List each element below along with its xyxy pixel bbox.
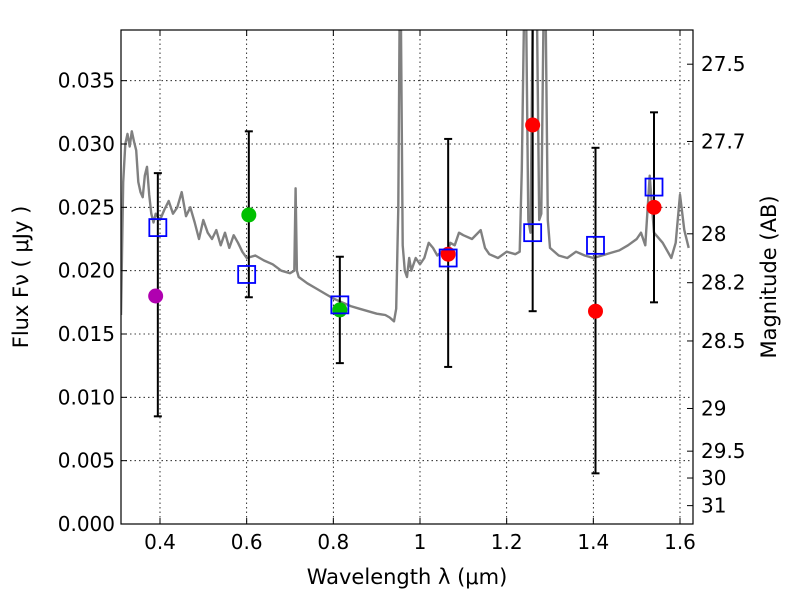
y-tick-label: 0.020 xyxy=(58,259,115,283)
y-right-tick-label: 29 xyxy=(701,396,726,420)
model-photometry-square xyxy=(586,235,605,255)
observed-point xyxy=(332,302,348,318)
y-tick-label: 0.035 xyxy=(58,69,115,93)
y-right-tick-label: 30 xyxy=(701,466,726,490)
model-photometry-square xyxy=(523,223,543,243)
y-tick-label: 0.005 xyxy=(58,449,115,473)
observed-point xyxy=(525,117,541,133)
observed-point xyxy=(241,207,257,223)
x-tick-label: 1 xyxy=(414,530,427,554)
y-right-tick-label: 27.5 xyxy=(701,52,746,76)
spectrum-line xyxy=(121,30,690,323)
y-right-tick-label: 28.5 xyxy=(701,329,746,353)
y-tick-label: 0.030 xyxy=(58,132,115,156)
model-spectrum xyxy=(121,30,690,323)
y-tick-label: 0.010 xyxy=(58,385,115,409)
x-axis-label: Wavelength λ (μm) xyxy=(307,565,508,589)
x-tick-label: 0.8 xyxy=(317,530,349,554)
plot-frame xyxy=(120,29,694,525)
observed-point xyxy=(148,288,164,304)
model-photometry-square xyxy=(438,248,458,268)
observed-point xyxy=(646,199,662,215)
axis-ticks: 0.4 0.6 0.8 1 1.2 1.4 1.6 0.000 0.005 0.010 0.015 0… xyxy=(58,30,746,554)
x-tick-label: 1.4 xyxy=(577,530,609,554)
y-right-tick-label: 31 xyxy=(701,494,726,518)
y-tick-label: 0.000 xyxy=(58,512,115,536)
model-photometry-square xyxy=(330,295,350,315)
x-tick-label: 0.6 xyxy=(231,530,263,554)
x-tick-label: 1.2 xyxy=(491,530,523,554)
y-axis-label: Flux Fν ( μJy ) xyxy=(9,206,33,349)
model-photometry-square xyxy=(644,177,664,197)
y-tick-label: 0.015 xyxy=(58,322,115,346)
y-right-tick-label: 29.5 xyxy=(701,439,746,463)
y-right-tick-label: 28.2 xyxy=(701,271,746,295)
observed-point xyxy=(440,246,456,262)
y-right-tick-label: 28 xyxy=(701,222,726,246)
data-markers xyxy=(148,117,664,319)
y-right-tick-label: 27.7 xyxy=(701,129,746,153)
model-photometry-square xyxy=(148,218,168,238)
x-tick-label: 1.6 xyxy=(664,530,696,554)
y-axis-right-label: Magnitude (AB) xyxy=(757,195,781,358)
x-tick-label: 0.4 xyxy=(144,530,176,554)
model-photometry-square xyxy=(237,265,257,284)
y-tick-label: 0.025 xyxy=(58,195,115,219)
observed-point xyxy=(588,303,603,319)
